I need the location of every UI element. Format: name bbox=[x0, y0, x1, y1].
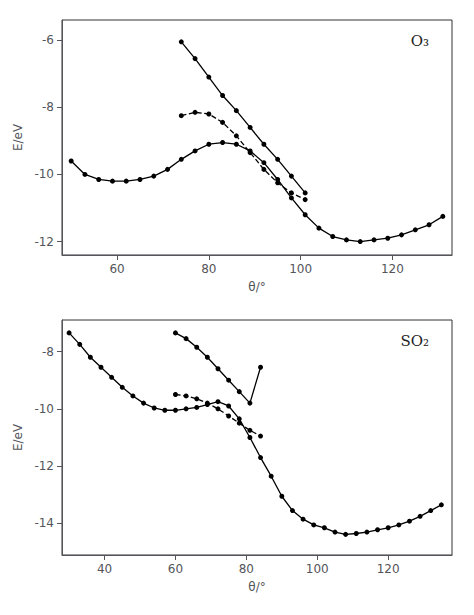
svg-text:θ/°: θ/° bbox=[248, 280, 265, 294]
svg-text:40: 40 bbox=[97, 562, 112, 576]
svg-text:100: 100 bbox=[306, 562, 329, 576]
svg-text:-12: -12 bbox=[34, 235, 54, 249]
svg-text:E/eV: E/eV bbox=[11, 123, 25, 151]
svg-text:-10: -10 bbox=[34, 167, 54, 181]
svg-text:100: 100 bbox=[289, 262, 312, 276]
svg-text:SO₂: SO₂ bbox=[400, 332, 429, 350]
svg-text:-12: -12 bbox=[34, 459, 54, 473]
svg-text:80: 80 bbox=[239, 562, 254, 576]
svg-text:θ/°: θ/° bbox=[248, 580, 265, 594]
svg-text:60: 60 bbox=[109, 262, 124, 276]
svg-text:80: 80 bbox=[201, 262, 216, 276]
svg-text:-14: -14 bbox=[34, 516, 54, 530]
svg-text:-10: -10 bbox=[34, 402, 54, 416]
svg-text:-8: -8 bbox=[42, 100, 54, 114]
svg-text:-6: -6 bbox=[42, 33, 54, 47]
svg-text:120: 120 bbox=[377, 562, 400, 576]
svg-text:120: 120 bbox=[381, 262, 404, 276]
svg-text:O₃: O₃ bbox=[411, 32, 429, 50]
svg-text:-8: -8 bbox=[42, 345, 54, 359]
svg-text:E/eV: E/eV bbox=[11, 423, 25, 451]
svg-text:60: 60 bbox=[168, 562, 183, 576]
